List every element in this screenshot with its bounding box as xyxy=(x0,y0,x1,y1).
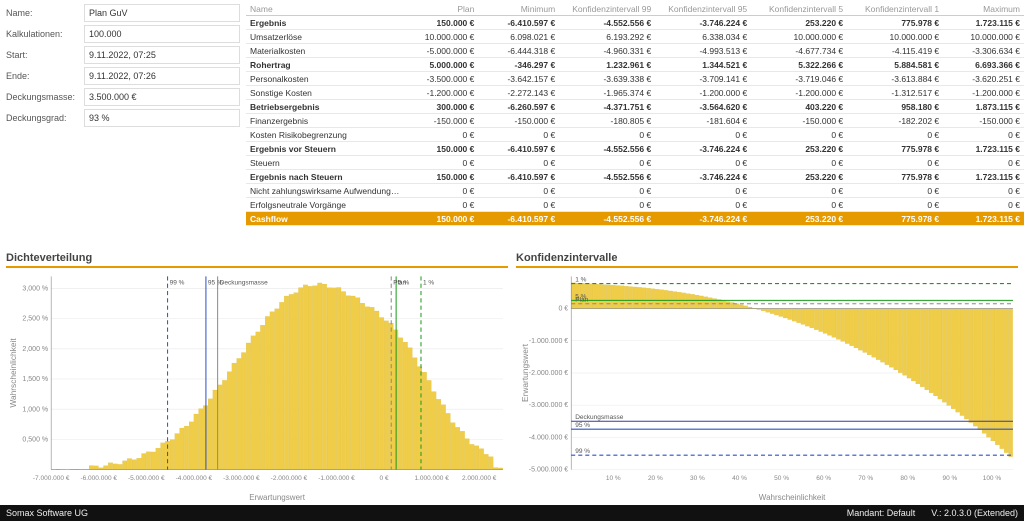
table-row[interactable]: Erfolgsneutrale Vorgänge0 €0 €0 €0 €0 €0… xyxy=(246,198,1024,212)
svg-text:-7.000.000 €: -7.000.000 € xyxy=(33,475,70,482)
svg-text:0 €: 0 € xyxy=(380,475,389,482)
table-row[interactable]: Ergebnis150.000 €-6.410.597 €-4.552.556 … xyxy=(246,16,1024,30)
svg-text:60 %: 60 % xyxy=(816,475,831,482)
svg-text:-6.000.000 €: -6.000.000 € xyxy=(80,475,117,482)
form-label-deckg: Deckungsgrad: xyxy=(6,113,84,123)
svg-text:-5.000.000 €: -5.000.000 € xyxy=(128,475,165,482)
svg-text:1,000 %: 1,000 % xyxy=(22,405,48,413)
svg-text:Erwartungswert: Erwartungswert xyxy=(521,343,530,402)
table-row[interactable]: Ergebnis vor Steuern150.000 €-6.410.597 … xyxy=(246,142,1024,156)
svg-text:-4.000.000 €: -4.000.000 € xyxy=(176,475,213,482)
svg-text:Deckungsmasse: Deckungsmasse xyxy=(220,280,268,287)
svg-text:Erwartungswert: Erwartungswert xyxy=(249,493,305,502)
svg-text:Plan: Plan xyxy=(393,280,406,287)
chart2-title: Konfidenzintervalle xyxy=(516,252,1018,264)
footer-version: V.: 2.0.3.0 (Extended) xyxy=(931,508,1018,518)
svg-text:0 €: 0 € xyxy=(558,305,568,313)
svg-text:-3.000.000 €: -3.000.000 € xyxy=(223,475,260,482)
chart1-title: Dichteverteilung xyxy=(6,252,508,264)
svg-text:-3.000.000 €: -3.000.000 € xyxy=(529,401,568,409)
table-row[interactable]: Materialkosten-5.000.000 €-6.444.318 €-4… xyxy=(246,44,1024,58)
svg-text:-4.000.000 €: -4.000.000 € xyxy=(529,433,568,441)
form-label-deckm: Deckungsmasse: xyxy=(6,92,84,102)
status-bar: Somax Software UG Mandant: Default V.: 2… xyxy=(0,505,1024,521)
svg-text:Deckungsmasse: Deckungsmasse xyxy=(575,414,623,421)
svg-text:-2.000.000 €: -2.000.000 € xyxy=(271,475,308,482)
svg-text:40 %: 40 % xyxy=(732,475,747,482)
svg-text:30 %: 30 % xyxy=(690,475,705,482)
form-field-start[interactable]: 9.11.2022, 07:25 xyxy=(84,46,240,64)
svg-text:50 %: 50 % xyxy=(774,475,789,482)
svg-text:-5.000.000 €: -5.000.000 € xyxy=(529,466,568,474)
confidence-chart: 0 € -1.000.000 € -2.000.000 € -3.000.000 € -… xyxy=(516,266,1018,503)
svg-text:1,500 %: 1,500 % xyxy=(22,375,48,383)
form-label-name: Name: xyxy=(6,8,84,18)
svg-text:2,500 %: 2,500 % xyxy=(22,315,48,323)
form-label-kalk: Kalkulationen: xyxy=(6,29,84,39)
density-chart: 0,500 % 1,000 % 1,500 % 2,000 % 2,500 % 3,000… xyxy=(6,266,508,503)
form-field-deckg[interactable]: 93 % xyxy=(84,109,240,127)
svg-text:2,000 %: 2,000 % xyxy=(22,345,48,353)
svg-text:3,000 %: 3,000 % xyxy=(22,284,48,292)
svg-text:Wahrscheinlichkeit: Wahrscheinlichkeit xyxy=(759,493,826,502)
table-row[interactable]: Umsatzerlöse10.000.000 €6.098.021 €6.193… xyxy=(246,30,1024,44)
svg-text:95 %: 95 % xyxy=(575,422,590,429)
svg-text:99 %: 99 % xyxy=(170,280,185,287)
table-row[interactable]: Ergebnis nach Steuern150.000 €-6.410.597… xyxy=(246,170,1024,184)
svg-text:80 %: 80 % xyxy=(900,475,915,482)
form-label-ende: Ende: xyxy=(6,71,84,81)
footer-company: Somax Software UG xyxy=(6,508,88,518)
form-field-deckm[interactable]: 3.500.000 € xyxy=(84,88,240,106)
svg-text:10 %: 10 % xyxy=(606,475,621,482)
table-row[interactable]: Personalkosten-3.500.000 €-3.642.157 €-3… xyxy=(246,72,1024,86)
svg-text:100 %: 100 % xyxy=(983,475,1002,482)
svg-text:0,500 %: 0,500 % xyxy=(22,435,48,443)
svg-text:1 %: 1 % xyxy=(575,276,586,283)
svg-text:Plan: Plan xyxy=(575,297,588,304)
table-row[interactable]: Kosten Risikobegrenzung0 €0 €0 €0 €0 €0 … xyxy=(246,128,1024,142)
svg-text:-1.000.000 €: -1.000.000 € xyxy=(318,475,355,482)
table-row[interactable]: Rohertrag5.000.000 €-346.297 €1.232.961 … xyxy=(246,58,1024,72)
table-row[interactable]: Cashflow150.000 €-6.410.597 €-4.552.556 … xyxy=(246,212,1024,226)
form-field-ende[interactable]: 9.11.2022, 07:26 xyxy=(84,67,240,85)
svg-text:-1.000.000 €: -1.000.000 € xyxy=(529,337,568,345)
svg-text:20 %: 20 % xyxy=(648,475,663,482)
table-row[interactable]: Finanzergebnis-150.000 €-150.000 €-180.8… xyxy=(246,114,1024,128)
svg-text:Wahrscheinlichkeit: Wahrscheinlichkeit xyxy=(9,338,18,408)
svg-text:90 %: 90 % xyxy=(942,475,957,482)
results-table-panel: NamePlanMinimumKonfidenzintervall 99Konf… xyxy=(246,0,1024,248)
form-label-start: Start: xyxy=(6,50,84,60)
svg-text:-2.000.000 €: -2.000.000 € xyxy=(529,369,568,377)
svg-text:1 %: 1 % xyxy=(423,280,434,287)
form-panel: Name:Plan GuV Kalkulationen:100.000 Star… xyxy=(0,0,246,248)
table-row[interactable]: Betriebsergebnis300.000 €-6.260.597 €-4.… xyxy=(246,100,1024,114)
svg-text:2.000.000 €: 2.000.000 € xyxy=(462,475,497,482)
footer-mandant: Mandant: Default xyxy=(847,508,916,518)
form-field-kalk[interactable]: 100.000 xyxy=(84,25,240,43)
svg-text:70 %: 70 % xyxy=(858,475,873,482)
table-row[interactable]: Nicht zahlungswirksame Aufwendungen/Ertr… xyxy=(246,184,1024,198)
form-field-name[interactable]: Plan GuV xyxy=(84,4,240,22)
results-table[interactable]: NamePlanMinimumKonfidenzintervall 99Konf… xyxy=(246,2,1024,226)
svg-text:99 %: 99 % xyxy=(575,448,590,455)
table-row[interactable]: Sonstige Kosten-1.200.000 €-2.272.143 €-… xyxy=(246,86,1024,100)
table-row[interactable]: Steuern0 €0 €0 €0 €0 €0 €0 € xyxy=(246,156,1024,170)
svg-text:1.000.000 €: 1.000.000 € xyxy=(414,475,449,482)
